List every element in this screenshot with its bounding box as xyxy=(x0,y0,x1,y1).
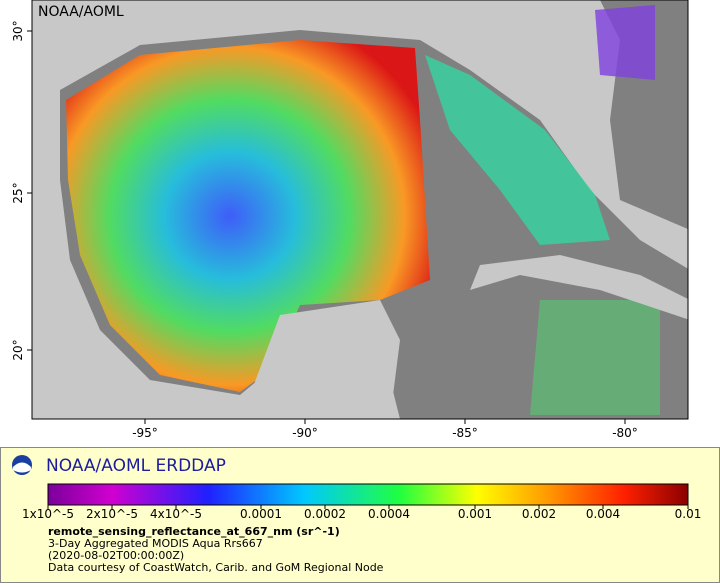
colorbar-label: 2x10^-5 xyxy=(86,507,138,521)
colorbar-ticks: 1x10^-5 2x10^-5 4x10^-5 0.0001 0.0002 0.0004 0… xyxy=(22,505,701,521)
lat-label: 30° xyxy=(11,20,25,41)
yucatan xyxy=(240,300,400,419)
map: NOAA/AOML xyxy=(32,0,688,419)
noaa-logo-wave xyxy=(13,462,31,473)
colorbar-label: 0.0001 xyxy=(240,507,282,521)
info-line: 3-Day Aggregated MODIS Aqua Rrs667 xyxy=(48,537,263,550)
lon-label: -90° xyxy=(292,426,318,440)
colorbar-label: 4x10^-5 xyxy=(150,507,202,521)
cuba xyxy=(470,255,688,320)
colorbar xyxy=(47,483,689,506)
colorbar-label: 1x10^-5 xyxy=(22,507,74,521)
colorbar-label: 0.0004 xyxy=(368,507,410,521)
lon-label: -80° xyxy=(612,426,638,440)
info-lines: 3-Day Aggregated MODIS Aqua Rrs667(2020-… xyxy=(48,537,384,574)
plot-frame xyxy=(31,0,689,420)
colorbar-label: 0.002 xyxy=(522,507,556,521)
lat-axis: 30° 25° 20° xyxy=(11,20,32,361)
info-line: Data courtesy of CoastWatch, Carib. and … xyxy=(48,561,384,574)
legend-panel xyxy=(0,447,720,583)
legend-title: NOAA/AOML ERDDAP xyxy=(46,456,226,476)
data-field xyxy=(66,40,430,392)
colorbar-label: 0.0002 xyxy=(304,507,346,521)
watermark: NOAA/AOML xyxy=(38,4,124,20)
info-line: (2020-08-02T00:00:00Z) xyxy=(48,549,184,562)
colorbar-label: 0.01 xyxy=(675,507,702,521)
lat-label: 20° xyxy=(11,339,25,360)
lon-label: -95° xyxy=(132,426,158,440)
colorbar-label: 0.004 xyxy=(586,507,620,521)
data-shelf xyxy=(425,55,610,245)
data-caribbean xyxy=(530,300,660,415)
lon-label: -85° xyxy=(452,426,478,440)
lat-label: 25° xyxy=(11,182,25,203)
colorbar-label: 0.001 xyxy=(458,507,492,521)
data-atlantic xyxy=(595,5,655,80)
variable-name: remote_sensing_reflectance_at_667_nm (sr… xyxy=(48,525,340,538)
lon-axis: -95° -90° -85° -80° xyxy=(132,419,638,440)
